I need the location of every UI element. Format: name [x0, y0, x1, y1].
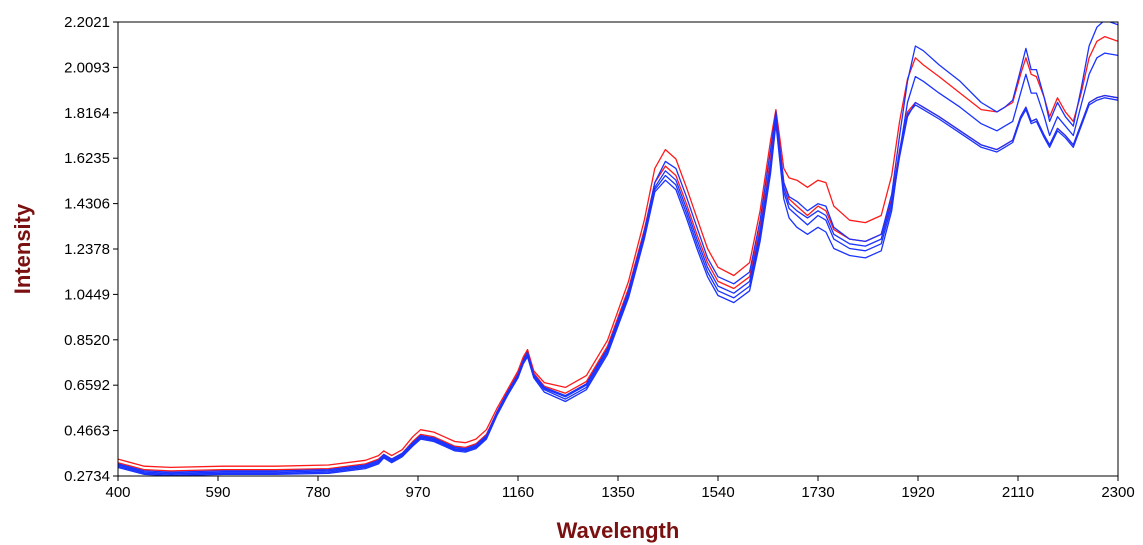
x-tick-label: 1160 — [502, 484, 534, 501]
y-tick-label: 0.8520 — [64, 332, 110, 349]
x-tick-label: 1350 — [601, 484, 634, 501]
y-axis-ticks: 2.2021 2.0093 1.8164 1.6235 1.4306 1.2378 1.04… — [64, 14, 118, 485]
series-line-1 — [118, 35, 1118, 469]
y-tick-label: 2.2021 — [64, 14, 110, 31]
x-axis-ticks: 400 590 780 970 1160 1350 1540 1730 1920 2110 2300 — [105, 476, 1135, 501]
y-tick-label: 0.2734 — [64, 468, 110, 485]
y-tick-label: 0.6592 — [64, 377, 110, 394]
series-line-3 — [118, 97, 1118, 474]
x-tick-label: 2110 — [1002, 484, 1034, 501]
y-tick-label: 1.4306 — [64, 196, 110, 213]
plot-series-group — [118, 22, 1118, 476]
y-tick-label: 1.6235 — [64, 150, 110, 167]
x-tick-label: 1540 — [701, 484, 734, 501]
x-axis-title: Wavelength — [557, 518, 680, 543]
y-tick-label: 1.0449 — [64, 286, 110, 303]
y-axis-title: Intensity — [10, 203, 35, 294]
series-line-5 — [118, 52, 1118, 476]
y-tick-label: 0.4663 — [64, 423, 110, 440]
x-tick-label: 400 — [105, 484, 130, 501]
x-tick-label: 2300 — [1101, 484, 1134, 501]
x-tick-label: 1920 — [901, 484, 934, 501]
x-tick-label: 780 — [305, 484, 330, 501]
series-line-6 — [118, 22, 1118, 473]
plot-frame — [117, 21, 1119, 477]
series-line-4 — [118, 94, 1118, 476]
x-tick-label: 1730 — [801, 484, 834, 501]
y-tick-label: 1.8164 — [64, 105, 110, 122]
y-tick-label: 2.0093 — [64, 59, 110, 76]
series-line-2 — [118, 94, 1118, 472]
x-tick-label: 590 — [205, 484, 230, 501]
y-tick-label: 1.2378 — [64, 241, 110, 258]
x-tick-label: 970 — [405, 484, 430, 501]
